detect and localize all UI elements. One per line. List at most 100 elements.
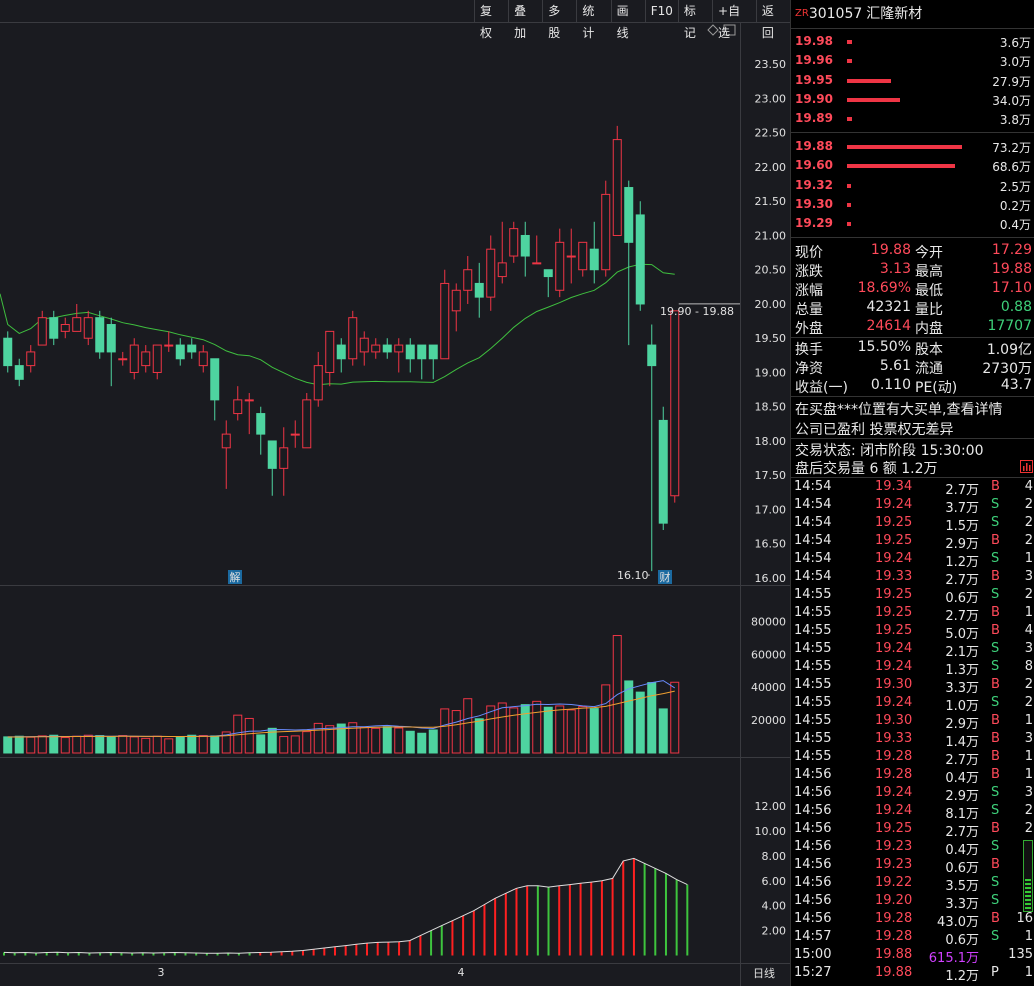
toolbar-button-6[interactable]: 标记 bbox=[677, 0, 712, 40]
kline-chart-area[interactable]: 16.00 16.50 17.00 17.50 18.00 18.50 19.00 19.50… bbox=[0, 0, 790, 986]
volume-bar[interactable] bbox=[497, 702, 507, 754]
volume-bar[interactable] bbox=[348, 722, 358, 754]
volume-bar[interactable] bbox=[3, 736, 13, 754]
candle[interactable] bbox=[118, 351, 128, 366]
candle[interactable] bbox=[49, 310, 59, 346]
candle[interactable] bbox=[497, 221, 507, 284]
volume-bar[interactable] bbox=[520, 704, 530, 754]
candle[interactable] bbox=[325, 330, 335, 387]
toolbar-button-0[interactable]: 复权 bbox=[474, 0, 508, 40]
volume-bar[interactable] bbox=[359, 726, 369, 754]
toolbar-button-5[interactable]: F10 bbox=[644, 0, 678, 22]
candle[interactable] bbox=[428, 344, 438, 380]
candle[interactable] bbox=[474, 262, 484, 318]
candle[interactable] bbox=[244, 393, 254, 435]
volume-bar[interactable] bbox=[543, 706, 553, 754]
volume-bar[interactable] bbox=[72, 735, 82, 754]
volume-bar[interactable] bbox=[164, 738, 174, 754]
candle[interactable] bbox=[129, 338, 139, 380]
volume-bar[interactable] bbox=[221, 731, 231, 754]
volume-bar[interactable] bbox=[267, 727, 277, 754]
volume-bar[interactable] bbox=[578, 706, 588, 754]
candle[interactable] bbox=[566, 228, 576, 284]
toolbar-button-1[interactable]: 叠加 bbox=[508, 0, 542, 40]
volume-bar[interactable] bbox=[49, 734, 59, 754]
candle[interactable] bbox=[486, 235, 496, 311]
volume-bar[interactable] bbox=[129, 736, 139, 754]
volume-bar[interactable] bbox=[486, 705, 496, 754]
volume-bar[interactable] bbox=[635, 691, 645, 754]
candle[interactable] bbox=[359, 331, 369, 366]
candle[interactable] bbox=[267, 440, 277, 496]
volume-bar[interactable] bbox=[670, 681, 680, 754]
candle[interactable] bbox=[440, 269, 450, 360]
volume-bar[interactable] bbox=[428, 729, 438, 754]
volume-bar[interactable] bbox=[256, 734, 266, 754]
candle[interactable] bbox=[555, 228, 565, 298]
volume-bar[interactable] bbox=[302, 731, 312, 754]
candle[interactable] bbox=[233, 386, 243, 421]
candle[interactable] bbox=[95, 310, 105, 359]
candle[interactable] bbox=[187, 338, 197, 359]
volume-bar[interactable] bbox=[118, 735, 128, 754]
candle[interactable] bbox=[175, 338, 185, 366]
candle[interactable] bbox=[532, 235, 542, 265]
volume-bar[interactable] bbox=[187, 734, 197, 754]
candle[interactable] bbox=[60, 317, 70, 339]
candle[interactable] bbox=[256, 406, 266, 455]
big-order-alert[interactable]: 在买盘***位置有大买单,查看详情 bbox=[795, 402, 1003, 418]
volume-bar[interactable] bbox=[26, 736, 36, 754]
volume-bar[interactable] bbox=[440, 708, 450, 754]
candle[interactable] bbox=[302, 393, 312, 449]
candle[interactable] bbox=[601, 180, 611, 277]
candle[interactable] bbox=[520, 221, 530, 277]
candle[interactable] bbox=[279, 427, 289, 496]
volume-bar[interactable] bbox=[394, 727, 404, 754]
window-toggle-icon[interactable] bbox=[723, 24, 736, 36]
volume-bar[interactable] bbox=[451, 710, 461, 754]
candle[interactable] bbox=[221, 420, 231, 489]
volume-bar[interactable] bbox=[509, 707, 519, 754]
candle[interactable] bbox=[612, 125, 622, 236]
volume-bar[interactable] bbox=[244, 717, 254, 754]
volume-bar[interactable] bbox=[279, 736, 289, 754]
candle[interactable] bbox=[198, 345, 208, 373]
candle[interactable] bbox=[371, 338, 381, 359]
scrollbar[interactable] bbox=[1023, 840, 1033, 912]
unlock-marker[interactable] bbox=[228, 570, 242, 584]
volume-bar[interactable] bbox=[14, 735, 24, 754]
candle[interactable] bbox=[26, 345, 36, 373]
finance-marker[interactable] bbox=[658, 570, 672, 584]
bar-chart-icon[interactable] bbox=[1020, 460, 1034, 474]
volume-bar[interactable] bbox=[106, 736, 116, 754]
toolbar-button-7[interactable]: +自选 bbox=[712, 0, 756, 40]
candle[interactable] bbox=[543, 269, 553, 298]
volume-bar[interactable] bbox=[83, 734, 93, 754]
candle[interactable] bbox=[72, 303, 82, 332]
candle[interactable] bbox=[578, 241, 588, 277]
candle[interactable] bbox=[635, 201, 645, 311]
volume-bar[interactable] bbox=[198, 735, 208, 754]
candle[interactable] bbox=[509, 221, 519, 263]
candle[interactable] bbox=[589, 221, 599, 284]
candle[interactable] bbox=[394, 338, 404, 373]
candle[interactable] bbox=[106, 317, 116, 387]
toolbar-button-3[interactable]: 统计 bbox=[576, 0, 610, 40]
toolbar-button-8[interactable]: 返回 bbox=[755, 0, 790, 40]
candle[interactable] bbox=[658, 406, 668, 530]
volume-bar[interactable] bbox=[532, 700, 542, 754]
volume-bar[interactable] bbox=[555, 705, 565, 754]
volume-bar[interactable] bbox=[417, 732, 427, 754]
volume-bar[interactable] bbox=[405, 730, 415, 754]
candle[interactable] bbox=[210, 358, 220, 421]
candle[interactable] bbox=[463, 256, 473, 304]
volume-bar[interactable] bbox=[336, 723, 346, 754]
volume-bar[interactable] bbox=[95, 735, 105, 754]
volume-bar[interactable] bbox=[152, 735, 162, 754]
volume-bar[interactable] bbox=[175, 736, 185, 754]
volume-bar[interactable] bbox=[474, 718, 484, 754]
diamond-icon[interactable] bbox=[707, 24, 719, 36]
candle[interactable] bbox=[405, 338, 415, 373]
candle[interactable] bbox=[348, 310, 358, 366]
toolbar-button-2[interactable]: 多股 bbox=[542, 0, 576, 40]
